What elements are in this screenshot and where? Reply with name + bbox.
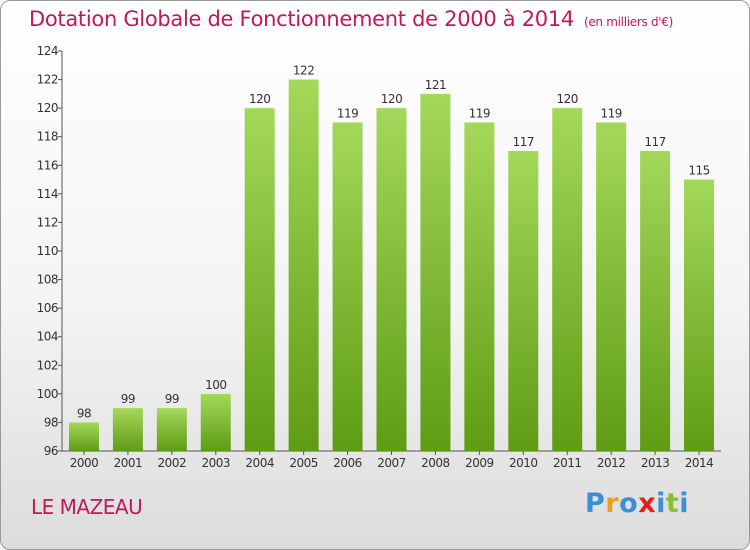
bar-value-label: 115 <box>688 164 709 178</box>
y-tick-label: 112 <box>37 215 58 229</box>
x-tick-label: 2005 <box>289 456 318 470</box>
bar <box>288 79 319 452</box>
y-tick-label: 96 <box>44 444 58 458</box>
bar-value-label: 99 <box>121 392 135 406</box>
bar <box>112 408 143 451</box>
bar-value-label: 119 <box>337 106 358 120</box>
logo-letter: r <box>605 488 620 519</box>
logo-letter: i <box>656 488 666 519</box>
x-tick-label: 2001 <box>114 456 143 470</box>
bar-value-label: 117 <box>644 135 665 149</box>
chart-title: Dotation Globale de Fonctionnement de 20… <box>29 7 673 31</box>
logo-letter: o <box>619 488 639 519</box>
logo-letter: i <box>679 488 690 519</box>
x-tick-label: 2009 <box>465 456 494 470</box>
bar <box>552 108 583 452</box>
bar <box>376 108 407 452</box>
bar <box>464 122 495 451</box>
x-tick-label: 2011 <box>553 456 582 470</box>
bar <box>200 393 231 451</box>
y-tick-label: 120 <box>37 101 58 115</box>
bar-value-label: 119 <box>469 106 490 120</box>
bar-value-label: 122 <box>293 64 314 78</box>
x-tick-label: 2002 <box>158 456 187 470</box>
bar <box>156 408 187 451</box>
chart-title-text: Dotation Globale de Fonctionnement de 20… <box>29 7 574 31</box>
x-tick-label: 2010 <box>509 456 538 470</box>
proxiti-logo: Proxiti <box>585 488 689 519</box>
y-tick-label: 114 <box>37 187 58 201</box>
bar-value-label: 120 <box>249 92 270 106</box>
bar <box>508 151 539 451</box>
x-tick-label: 2008 <box>421 456 450 470</box>
y-tick-label: 98 <box>44 415 58 429</box>
bar <box>684 179 715 452</box>
bar <box>596 122 627 451</box>
bar-value-label: 98 <box>77 406 91 420</box>
plot-area: 96 98 100 102 104 106 108 110 112 114 116 118 120 122… <box>37 44 721 470</box>
x-tick-label: 2014 <box>685 456 714 470</box>
logo-letter: x <box>638 488 657 519</box>
y-tick-label: 100 <box>37 387 58 401</box>
bar <box>68 422 99 451</box>
bar <box>332 122 363 451</box>
x-tick-label: 2013 <box>641 456 670 470</box>
logo-letter: t <box>665 488 680 519</box>
commune-name: LE MAZEAU <box>31 495 143 519</box>
y-tick-label: 118 <box>37 130 58 144</box>
x-tick-label: 2000 <box>70 456 99 470</box>
y-tick-label: 124 <box>37 44 58 58</box>
logo-letter: P <box>585 488 606 519</box>
bar-value-label: 117 <box>513 135 534 149</box>
y-tick-label: 110 <box>37 244 58 258</box>
x-tick-label: 2007 <box>377 456 406 470</box>
y-tick-label: 108 <box>37 273 58 287</box>
bar <box>640 151 671 451</box>
bar-value-label: 120 <box>557 92 578 106</box>
bar-value-label: 120 <box>381 92 402 106</box>
y-tick-label: 102 <box>37 358 58 372</box>
y-tick-label: 122 <box>37 73 58 87</box>
x-tick-label: 2004 <box>245 456 274 470</box>
y-tick-label: 106 <box>37 301 58 315</box>
bar <box>420 93 451 451</box>
bar <box>244 108 275 452</box>
y-tick-label: 104 <box>37 330 58 344</box>
x-tick-label: 2003 <box>201 456 230 470</box>
x-tick-label: 2012 <box>597 456 626 470</box>
y-tick-label: 116 <box>37 158 58 172</box>
bar-value-label: 119 <box>600 106 621 120</box>
chart-unit: (en milliers d'€) <box>583 15 673 29</box>
bar-value-label: 121 <box>425 78 446 92</box>
bar-value-label: 99 <box>165 392 179 406</box>
bar-value-label: 100 <box>205 378 226 392</box>
x-tick-label: 2006 <box>333 456 362 470</box>
